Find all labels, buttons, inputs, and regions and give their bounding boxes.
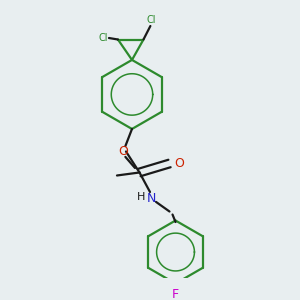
Text: H: H — [137, 192, 145, 202]
Text: Cl: Cl — [98, 33, 108, 43]
Text: F: F — [172, 289, 179, 300]
Text: N: N — [147, 191, 156, 205]
Text: O: O — [174, 157, 184, 170]
Text: Cl: Cl — [146, 15, 156, 25]
Text: O: O — [118, 145, 128, 158]
